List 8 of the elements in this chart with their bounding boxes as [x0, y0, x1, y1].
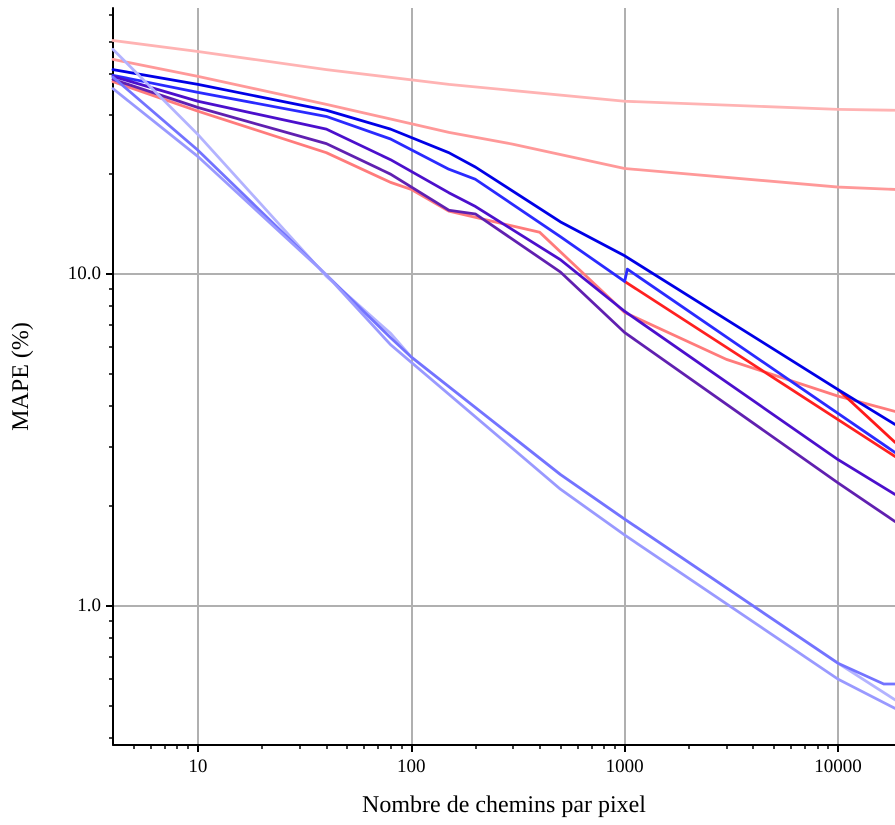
x-tick-label: 10000	[814, 756, 862, 777]
x-tick-label: 10	[188, 756, 208, 777]
x-tick-label: 100	[397, 756, 426, 777]
y-tick-label: 1.0	[77, 594, 101, 616]
y-tick-label: 10.0	[68, 262, 101, 284]
x-tick-label: 1000	[606, 756, 644, 777]
y-axis-title: MAPE (%)	[8, 322, 34, 431]
x-axis-title: Nombre de chemins par pixel	[362, 792, 646, 818]
